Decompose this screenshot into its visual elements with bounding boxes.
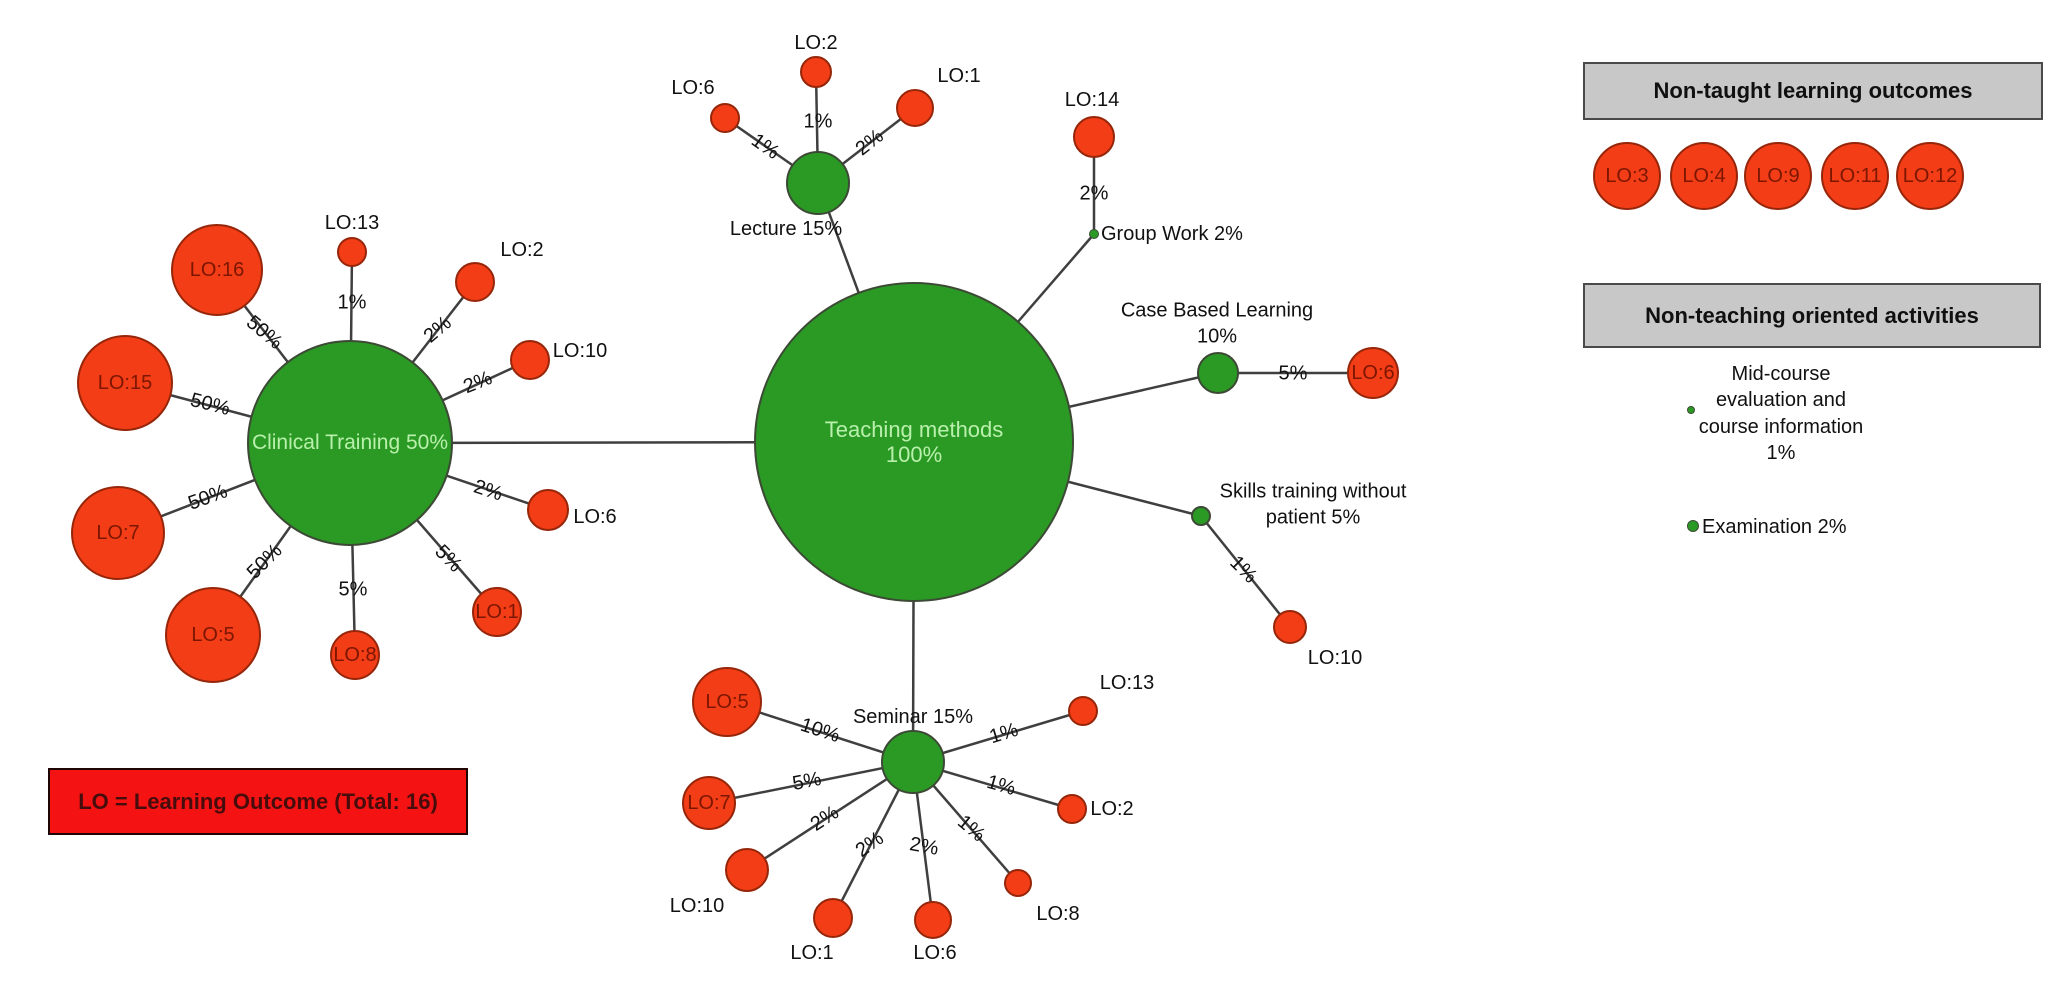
label-case-based-learning: Case Based Learning 10%: [1120, 299, 1314, 348]
node-case-based-learning: [1197, 352, 1239, 394]
label-seminar-lo8: LO:8: [1036, 902, 1080, 925]
node-clinical-lo1: LO:1: [472, 587, 522, 637]
non-teaching-title: Non-teaching oriented activities: [1645, 302, 1979, 328]
node-panel-lo-4: LO:4: [1670, 142, 1738, 210]
node-group-work: [1089, 229, 1099, 239]
pct-label-groupwork-lo14: 2%: [1079, 182, 1109, 205]
node-panel-lo-3: LO:3: [1593, 142, 1661, 210]
node-clinical-lo16: LO:16: [171, 224, 263, 316]
node-seminar-lo1: [813, 898, 853, 938]
node-clinical-lo13: [337, 237, 367, 267]
node-clinical-training: Clinical Training 50%: [247, 340, 453, 546]
label-seminar-lo1: LO:1: [790, 941, 834, 964]
non-taught-title: Non-taught learning outcomes: [1653, 78, 1973, 103]
label-clinical-lo2: LO:2: [500, 238, 544, 261]
label-seminar-lo13: LO:13: [1099, 671, 1155, 694]
label-examination: Examination 2%: [1702, 515, 1847, 538]
node-seminar-lo6: [914, 901, 952, 939]
node-skills-lo10: [1273, 610, 1307, 644]
legend-box: LO = Learning Outcome (Total: 16): [48, 768, 468, 835]
label-lecture: Lecture 15%: [729, 217, 843, 240]
label-seminar-lo6: LO:6: [913, 941, 957, 964]
edge-seminar-lo10: [746, 760, 914, 872]
edge-seminar-lo7: [708, 760, 914, 805]
pct-label-seminar-lo6: 2%: [907, 833, 941, 860]
non-teaching-header-box: Non-teaching oriented activities: [1583, 283, 2041, 348]
node-clinical-lo5: LO:5: [165, 587, 261, 683]
label-clinical-lo10: LO:10: [552, 339, 608, 362]
node-clinical-lo10: [510, 340, 550, 380]
node-skills-training: [1191, 506, 1211, 526]
pct-label-clinical-lo13: 1%: [337, 291, 367, 314]
node-groupwork-lo14: [1073, 116, 1115, 158]
node-clinical-lo6: [527, 489, 569, 531]
node-panel-lo-12: LO:12: [1896, 142, 1964, 210]
label-mid-course-evaluation: Mid-course evaluation and course informa…: [1698, 363, 1864, 465]
node-seminar-lo10: [725, 848, 769, 892]
node-panel-lo-11: LO:11: [1821, 142, 1889, 210]
node-lecture-lo6: [710, 103, 740, 133]
label-clinical-lo13: LO:13: [324, 211, 380, 234]
node-examination-dot: [1687, 520, 1699, 532]
pct-label-clinical-lo8: 5%: [338, 578, 368, 601]
node-mid-course-evaluation-dot: [1687, 406, 1695, 414]
node-clinical-lo2: [455, 262, 495, 302]
node-clinical-lo7: LO:7: [71, 486, 165, 580]
non-taught-header-box: Non-taught learning outcomes: [1583, 62, 2043, 120]
label-lecture-lo6: LO:6: [671, 76, 715, 99]
label-skills-lo10: LO:10: [1307, 646, 1363, 669]
node-teaching-methods: Teaching methods 100%: [754, 282, 1074, 602]
label-lecture-lo2: LO:2: [794, 31, 838, 54]
label-seminar-lo10: LO:10: [669, 894, 725, 917]
node-seminar-lo8: [1004, 869, 1032, 897]
node-cbl-lo6: LO:6: [1347, 347, 1399, 399]
pct-label-lecture-lo2: 1%: [803, 110, 833, 133]
node-clinical-lo8: LO:8: [330, 630, 380, 680]
node-seminar-lo2: [1057, 794, 1087, 824]
node-seminar-lo7: LO:7: [682, 776, 736, 830]
node-clinical-lo15: LO:15: [77, 335, 173, 431]
node-lecture-lo1: [896, 89, 934, 127]
label-groupwork-lo14: LO:14: [1064, 88, 1120, 111]
pct-label-cbl-lo6: 5%: [1278, 362, 1308, 385]
legend-text: LO = Learning Outcome (Total: 16): [78, 788, 438, 814]
label-group-work: Group Work 2%: [1101, 222, 1243, 245]
label-seminar-lo2: LO:2: [1090, 797, 1134, 820]
label-skills-training: Skills training without patient 5%: [1219, 480, 1407, 529]
node-panel-lo-9: LO:9: [1744, 142, 1812, 210]
node-seminar-lo5: LO:5: [692, 667, 762, 737]
node-lecture: [786, 151, 850, 215]
label-seminar: Seminar 15%: [852, 705, 974, 728]
edge-skills-lo10: [1200, 515, 1291, 628]
node-seminar: [881, 730, 945, 794]
label-clinical-lo6: LO:6: [573, 505, 617, 528]
label-lecture-lo1: LO:1: [937, 64, 981, 87]
node-lecture-lo2: [800, 56, 832, 88]
node-seminar-lo13: [1068, 696, 1098, 726]
